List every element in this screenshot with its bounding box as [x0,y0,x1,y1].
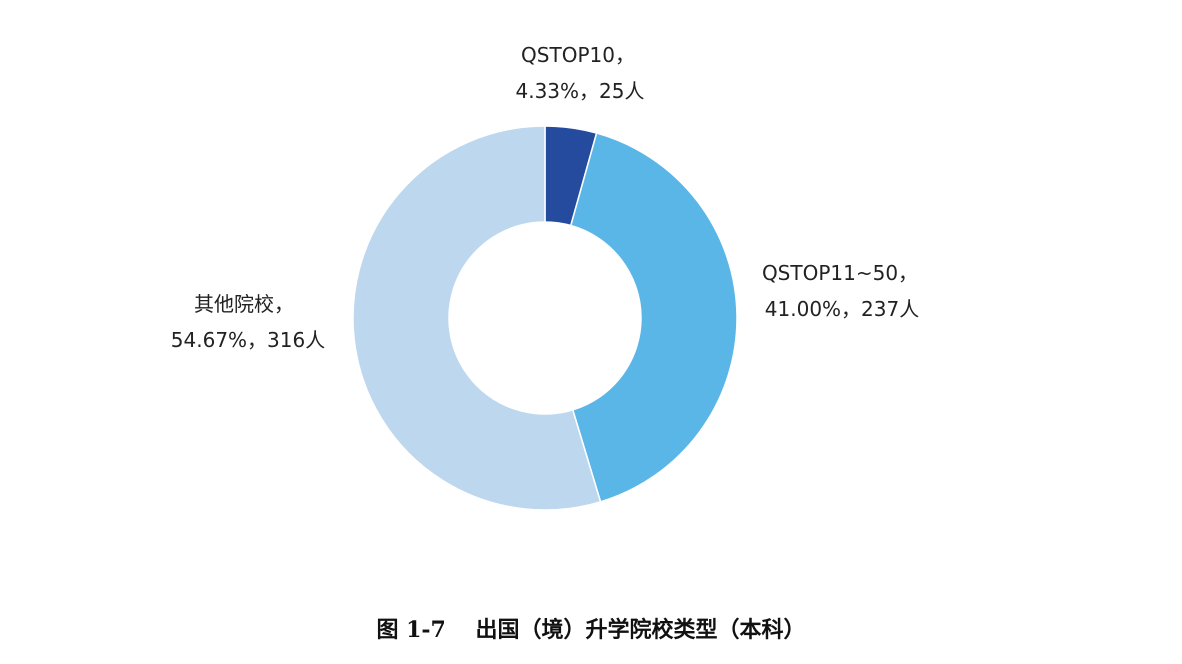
slice-label-qstop11-50-line2: 41.00%，237人 [765,297,919,321]
slice-label-qstop11-50-line1: QSTOP11~50， [762,261,918,285]
slice-label-other-line2: 54.67%，316人 [171,328,325,352]
figure-caption: 图 1-7 出国（境）升学院校类型（本科） [376,617,806,643]
slice-label-qstop10-line2: 4.33%，25人 [516,79,645,103]
slice-label-other-line1: 其他院校， [194,292,294,316]
donut-slice-2 [352,125,602,511]
slice-label-qstop10-line1: QSTOP10， [521,43,635,67]
donut-slice-1 [569,132,738,503]
donut-slices [352,125,738,511]
